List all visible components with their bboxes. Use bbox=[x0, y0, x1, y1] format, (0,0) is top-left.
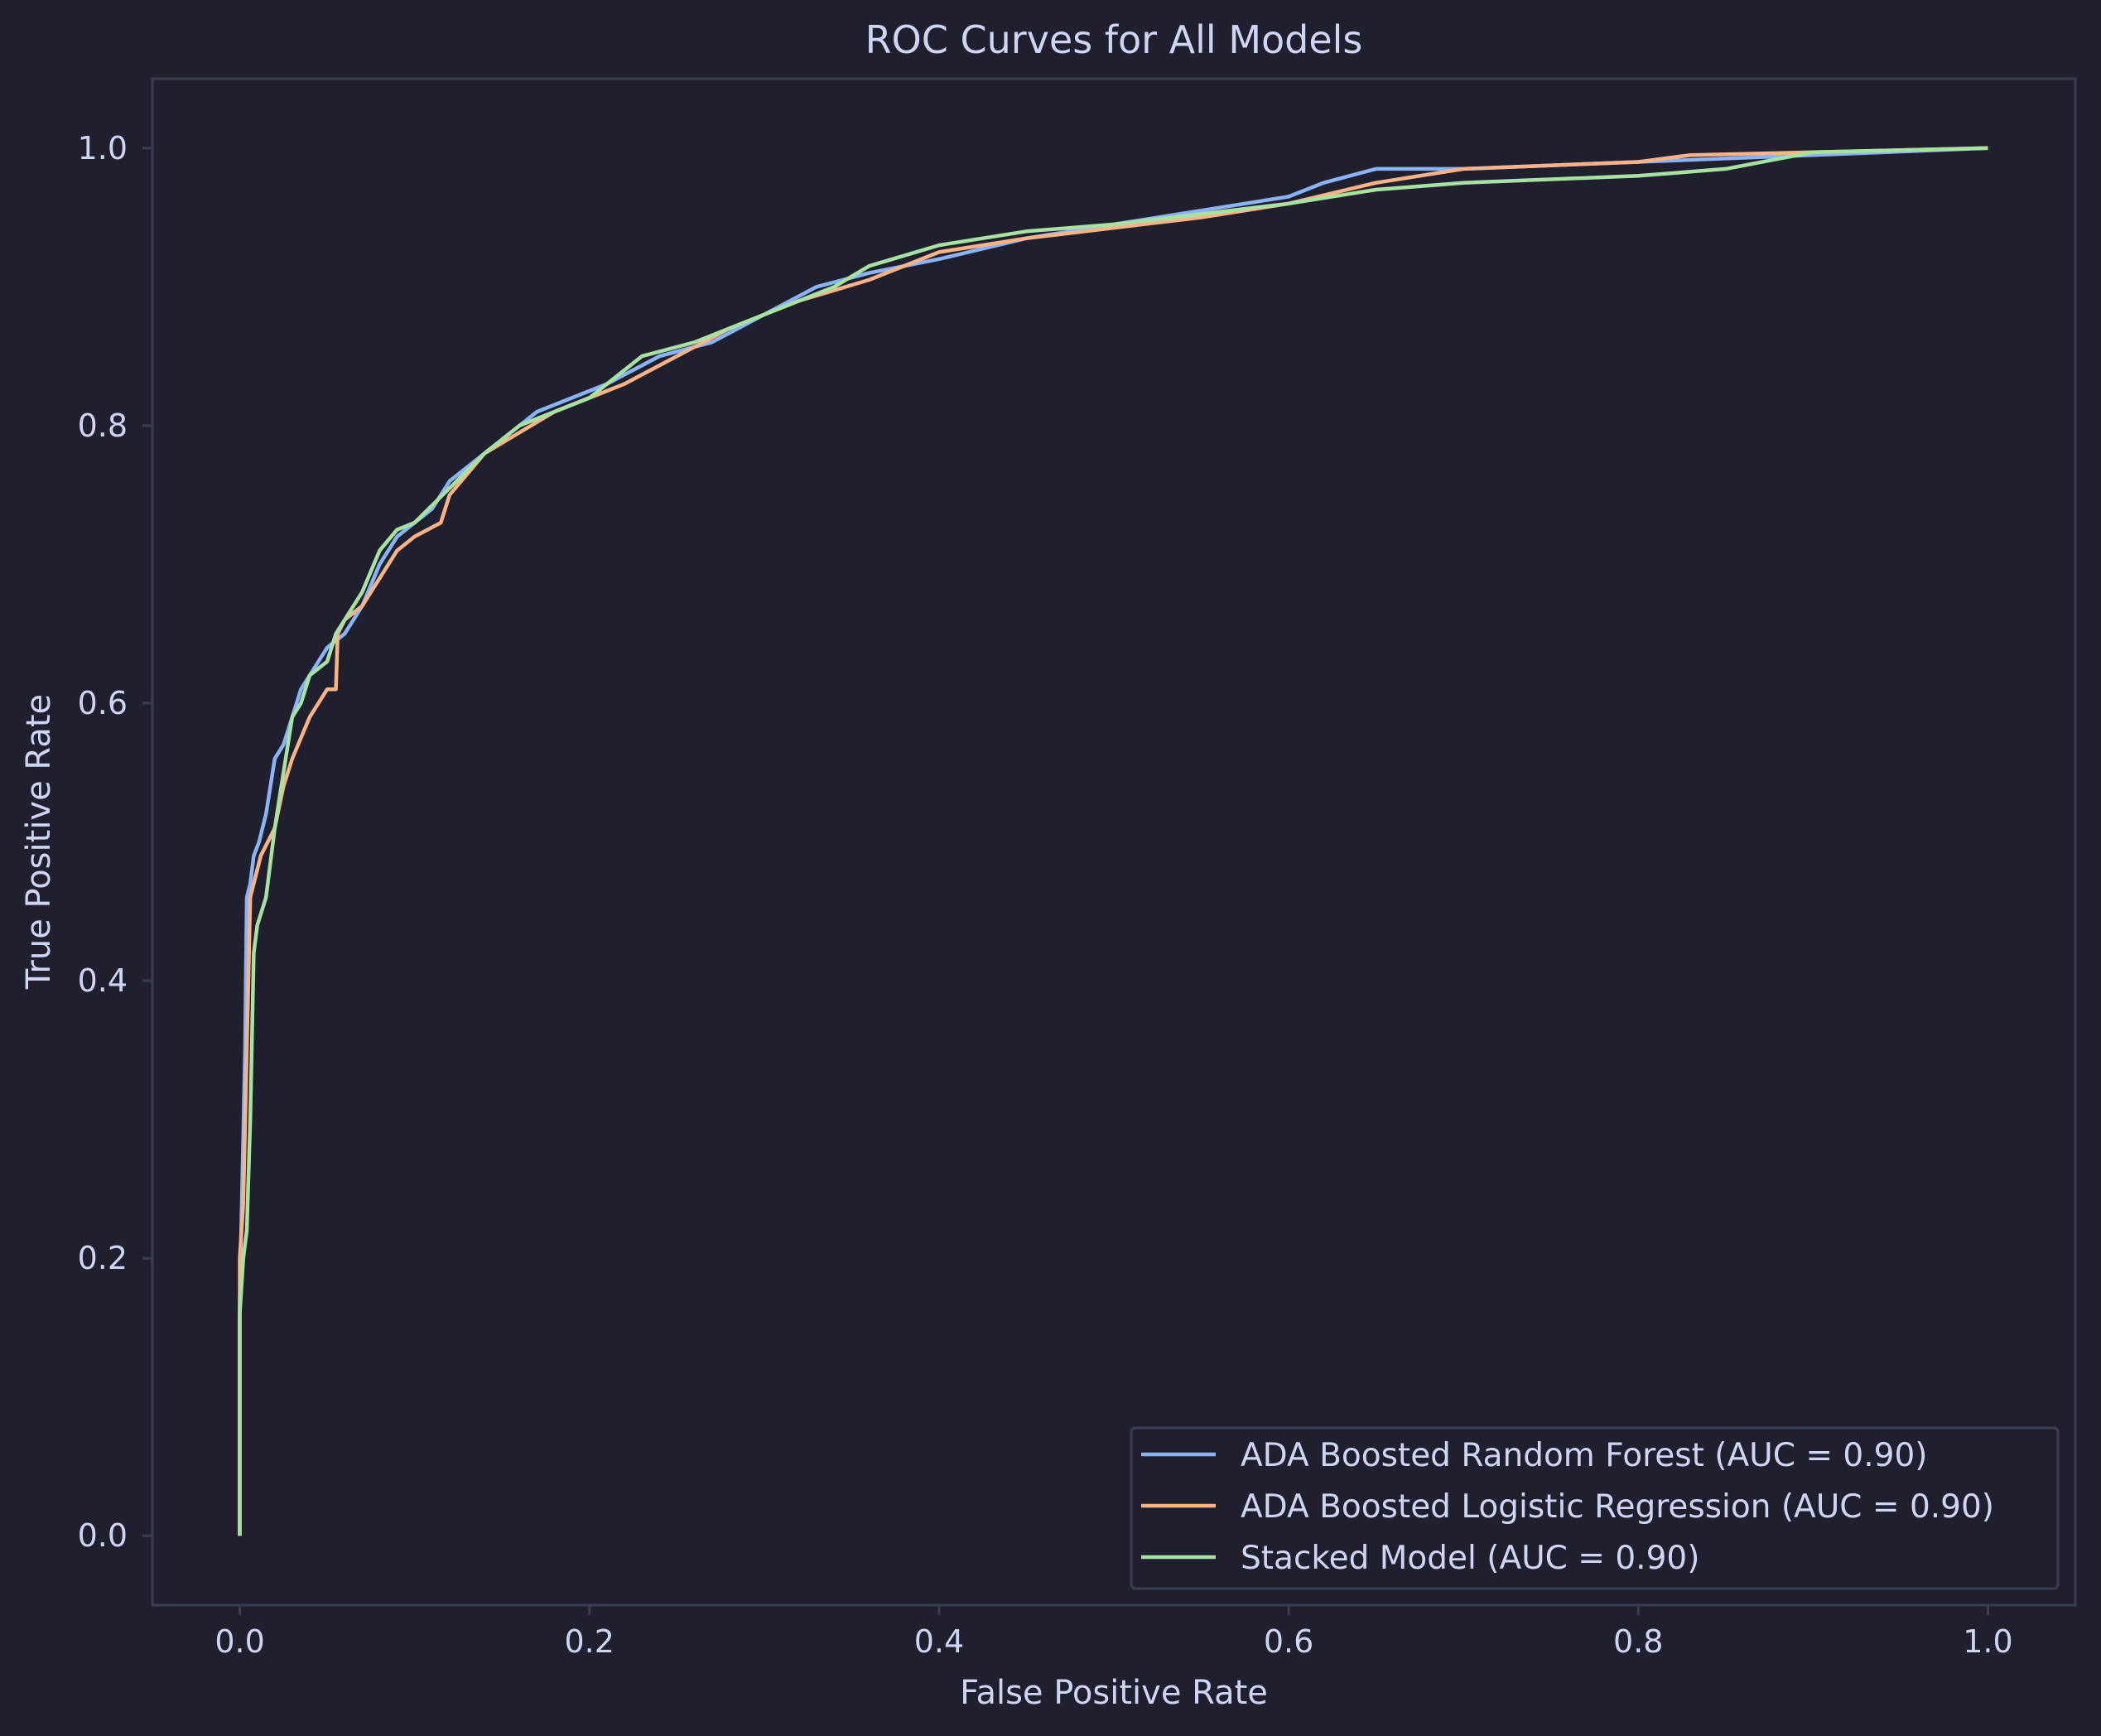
y-tick-label: 0.0 bbox=[78, 1517, 128, 1554]
y-axis-ticks: 0.0 0.2 0.4 0.6 0.8 1.0 bbox=[78, 130, 152, 1554]
x-tick-label: 0.6 bbox=[1264, 1623, 1313, 1660]
legend: ADA Boosted Random Forest (AUC = 0.90) AD… bbox=[1130, 1426, 2060, 1590]
x-axis-ticks: 0.0 0.2 0.4 0.6 0.8 1.0 bbox=[214, 1605, 2013, 1660]
y-axis-label: True Positive Rate bbox=[20, 694, 58, 990]
y-tick-label: 0.2 bbox=[78, 1240, 128, 1276]
legend-entry-3: Stacked Model (AUC = 0.90) bbox=[1241, 1540, 1699, 1577]
roc-curves bbox=[238, 146, 1988, 1536]
roc-curve-series-3 bbox=[238, 146, 1988, 1536]
plot-area-frame bbox=[151, 77, 2077, 1607]
y-tick-label: 0.6 bbox=[78, 685, 128, 721]
legend-entry-1: ADA Boosted Random Forest (AUC = 0.90) bbox=[1241, 1437, 1927, 1474]
roc-curve-series-1 bbox=[238, 146, 1988, 1536]
x-tick-label: 0.4 bbox=[914, 1623, 964, 1660]
x-tick-label: 0.0 bbox=[214, 1623, 264, 1660]
x-tick-label: 1.0 bbox=[1963, 1623, 2012, 1660]
y-tick-label: 0.8 bbox=[78, 407, 128, 444]
legend-box bbox=[1130, 1426, 2060, 1590]
y-tick-label: 1.0 bbox=[78, 130, 128, 166]
y-tick-label: 0.4 bbox=[78, 962, 128, 999]
x-tick-label: 0.2 bbox=[565, 1623, 614, 1660]
x-axis-label: False Positive Rate bbox=[960, 1674, 1268, 1712]
x-tick-label: 0.8 bbox=[1613, 1623, 1663, 1660]
chart-title: ROC Curves for All Models bbox=[865, 17, 1363, 62]
legend-entry-2: ADA Boosted Logistic Regression (AUC = 0… bbox=[1241, 1488, 1994, 1526]
